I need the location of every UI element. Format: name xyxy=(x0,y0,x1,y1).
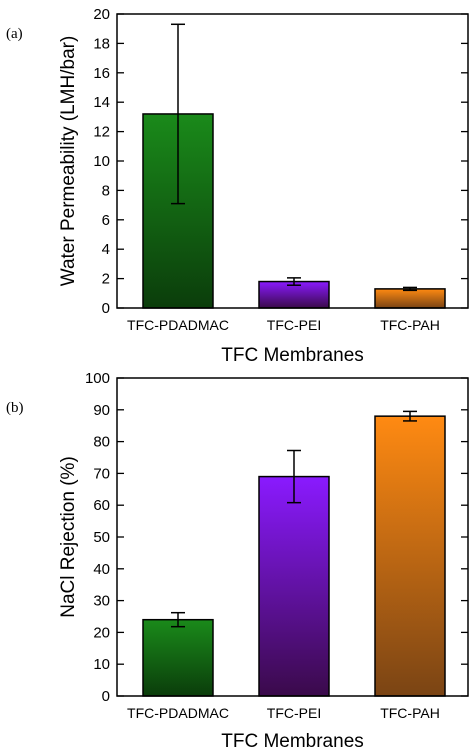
y-axis-title-b: NaCl Rejection (%) xyxy=(58,456,79,618)
x-tick-label: TFC-PDADMAC xyxy=(127,705,229,721)
y-tick-label: 70 xyxy=(93,465,110,482)
x-tick-label: TFC-PAH xyxy=(380,705,440,721)
bar-tfc-pah xyxy=(374,288,446,309)
y-tick-label: 90 xyxy=(93,402,110,419)
y-tick-label: 20 xyxy=(93,6,110,23)
y-tick-label: 60 xyxy=(93,497,110,514)
y-axis-title-a: Water Permeability (LMH/bar) xyxy=(58,36,79,287)
bar-tfc-pdadmac xyxy=(142,618,214,697)
y-tick-label: 8 xyxy=(102,182,110,199)
y-tick-label: 6 xyxy=(102,212,110,229)
x-axis-title-a: TFC Membranes xyxy=(221,345,364,366)
y-ticks-a: 0 2 4 6 8 10 12 14 16 18 20 xyxy=(93,6,468,317)
y-tick-label: 50 xyxy=(93,529,110,546)
error-bar-tfc-pei xyxy=(287,277,301,286)
error-bars-b xyxy=(171,410,417,628)
bars-b xyxy=(142,415,446,697)
error-bar-tfc-pah xyxy=(403,410,417,422)
x-tick-label: TFC-PEI xyxy=(267,705,321,721)
panel-a: (a) 0 2 4 6 8 10 12 14 16 18 20 TFC-PDADMAC TFC-PEI… xyxy=(6,6,469,366)
bar-tfc-pei xyxy=(258,475,330,697)
y-tick-label: 40 xyxy=(93,561,110,578)
y-tick-label: 12 xyxy=(93,124,110,141)
x-axis-title-b: TFC Membranes xyxy=(221,731,364,752)
y-ticks-b: 0 10 20 30 40 50 60 70 80 90 100 xyxy=(85,370,468,705)
y-tick-label: 80 xyxy=(93,434,110,451)
x-tick-label: TFC-PDADMAC xyxy=(127,317,229,333)
y-tick-label: 14 xyxy=(93,94,110,111)
y-tick-label: 10 xyxy=(93,153,110,170)
x-tick-label: TFC-PEI xyxy=(267,317,321,333)
x-categories-a: TFC-PDADMAC TFC-PEI TFC-PAH xyxy=(127,317,440,333)
y-tick-label: 2 xyxy=(102,271,110,288)
error-bar-tfc-pdadmac xyxy=(171,611,185,628)
x-tick-label: TFC-PAH xyxy=(380,317,440,333)
y-tick-label: 10 xyxy=(93,656,110,673)
bar-tfc-pah xyxy=(374,415,446,697)
error-bars-a xyxy=(171,23,417,292)
panel-label-a: (a) xyxy=(6,26,23,42)
y-tick-label: 0 xyxy=(102,300,110,317)
y-tick-label: 30 xyxy=(93,593,110,610)
y-tick-label: 20 xyxy=(93,624,110,641)
y-tick-label: 0 xyxy=(102,688,110,705)
y-tick-label: 16 xyxy=(93,65,110,82)
y-tick-label: 18 xyxy=(93,35,110,52)
error-bar-tfc-pah xyxy=(403,286,417,292)
x-categories-b: TFC-PDADMAC TFC-PEI TFC-PAH xyxy=(127,705,440,721)
y-tick-label: 4 xyxy=(102,241,110,258)
panel-label-b: (b) xyxy=(6,400,24,416)
y-tick-label: 100 xyxy=(85,370,110,387)
error-bar-tfc-pdadmac xyxy=(171,23,185,205)
error-bar-tfc-pei xyxy=(287,449,301,504)
